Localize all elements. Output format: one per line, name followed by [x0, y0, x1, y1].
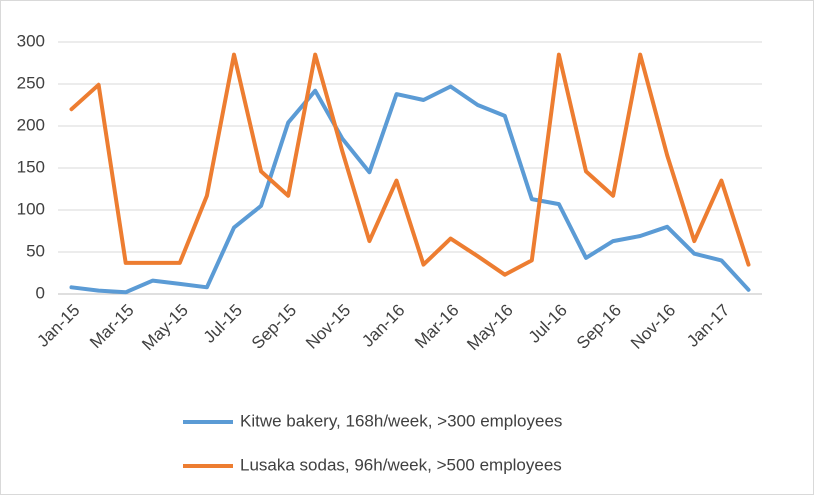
- y-tick-label: 100: [17, 199, 45, 218]
- legend-label: Kitwe bakery, 168h/week, >300 employees: [240, 411, 562, 430]
- series-line: [69, 84, 751, 295]
- series-line: [69, 52, 751, 277]
- y-tick-label: 0: [36, 283, 45, 302]
- y-tick-label: 50: [26, 241, 45, 260]
- legend-label: Lusaka sodas, 96h/week, >500 employees: [240, 455, 562, 474]
- y-tick-label: 300: [17, 31, 45, 50]
- y-tick-label: 200: [17, 115, 45, 134]
- y-tick-label: 150: [17, 157, 45, 176]
- y-tick-label: 250: [17, 73, 45, 92]
